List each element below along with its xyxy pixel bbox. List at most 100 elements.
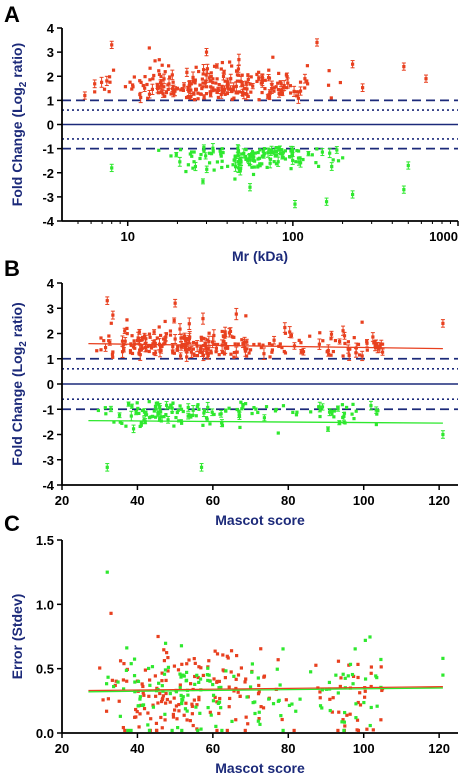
data-point-down bbox=[189, 150, 194, 154]
data-point-down bbox=[124, 668, 129, 672]
data-point-up bbox=[128, 349, 133, 353]
data-point-down bbox=[441, 673, 445, 677]
data-point-up bbox=[232, 96, 236, 100]
data-point-up bbox=[346, 347, 350, 351]
data-point-down bbox=[248, 158, 252, 162]
data-point-down bbox=[363, 677, 368, 681]
data-point-up bbox=[280, 717, 284, 722]
data-point-down bbox=[257, 710, 261, 714]
data-point-down bbox=[244, 157, 248, 161]
data-point-down bbox=[238, 158, 243, 162]
data-point-down bbox=[295, 410, 299, 414]
data-point-up bbox=[215, 64, 219, 68]
data-point-down bbox=[198, 711, 202, 715]
data-point-down bbox=[195, 673, 199, 677]
data-point-up bbox=[277, 91, 281, 95]
data-point-up bbox=[223, 79, 227, 83]
data-point-up bbox=[142, 707, 147, 711]
data-point-down bbox=[153, 404, 158, 408]
data-point-up bbox=[341, 718, 345, 722]
data-point-up bbox=[157, 58, 161, 62]
data-point-up bbox=[205, 67, 210, 71]
data-point-down bbox=[301, 157, 305, 162]
y-tick-label: 1.0 bbox=[36, 597, 54, 612]
data-point-down bbox=[159, 410, 163, 414]
data-point-up bbox=[214, 346, 218, 350]
data-point-down bbox=[256, 676, 260, 680]
data-point-up bbox=[157, 325, 161, 329]
data-point-up bbox=[111, 350, 115, 354]
data-point-up bbox=[147, 46, 151, 50]
data-point-down bbox=[362, 700, 366, 705]
data-point-up bbox=[209, 79, 213, 83]
data-point-up bbox=[193, 674, 197, 679]
data-point-up bbox=[248, 348, 253, 352]
panel-c: C 0.0 0.5 1.0 1.5 20 40 60 80 100 120 Mascot score E… bbox=[4, 511, 458, 776]
data-point-down bbox=[196, 403, 200, 407]
data-point-down bbox=[291, 158, 295, 163]
data-point-down bbox=[262, 153, 266, 157]
data-point-up bbox=[178, 327, 182, 331]
data-point-up bbox=[166, 87, 170, 92]
data-point-up bbox=[203, 341, 207, 346]
data-point-up bbox=[150, 87, 154, 91]
data-point-down bbox=[320, 150, 324, 154]
data-point-up bbox=[228, 696, 232, 701]
data-point-down bbox=[224, 669, 228, 673]
data-point-up bbox=[151, 342, 155, 346]
data-point-down bbox=[120, 421, 124, 425]
y-axis-label: Fold Change (Log2 ratio) bbox=[9, 302, 29, 465]
data-point-down bbox=[207, 151, 212, 155]
data-point-up bbox=[185, 662, 189, 666]
data-point-up bbox=[257, 76, 261, 80]
data-point-up bbox=[331, 696, 335, 700]
data-point-up bbox=[107, 90, 111, 94]
data-point-up bbox=[365, 339, 369, 344]
data-point-down bbox=[202, 145, 206, 150]
data-point-up bbox=[162, 659, 167, 663]
data-point-down bbox=[350, 192, 355, 197]
data-point-down bbox=[189, 415, 193, 419]
data-point-down bbox=[352, 416, 356, 421]
data-point-down bbox=[279, 714, 283, 718]
data-point-up bbox=[158, 349, 162, 353]
data-point-up bbox=[318, 696, 322, 700]
data-point-down bbox=[205, 673, 210, 677]
data-point-up bbox=[288, 330, 292, 334]
data-point-up bbox=[292, 728, 296, 733]
data-point-up bbox=[280, 87, 284, 92]
data-point-up bbox=[246, 73, 250, 77]
data-point-down bbox=[185, 670, 189, 674]
data-point-up bbox=[262, 674, 267, 678]
data-point-up bbox=[237, 58, 241, 62]
data-point-up bbox=[141, 83, 145, 88]
data-point-down bbox=[296, 149, 301, 153]
data-point-up bbox=[298, 89, 303, 93]
data-point-down bbox=[341, 672, 345, 676]
data-point-up bbox=[222, 339, 226, 344]
data-point-up bbox=[360, 354, 364, 358]
data-point-down bbox=[163, 712, 167, 716]
data-point-down bbox=[291, 410, 295, 415]
x-axis-label: Mascot score bbox=[215, 760, 305, 776]
data-point-up bbox=[236, 342, 240, 346]
data-point-down bbox=[290, 150, 295, 154]
data-point-down bbox=[293, 202, 297, 206]
data-point-down bbox=[184, 169, 188, 174]
data-point-up bbox=[257, 98, 261, 102]
trend-line-down bbox=[88, 687, 443, 693]
data-point-up bbox=[257, 683, 261, 688]
data-point-up bbox=[110, 43, 114, 47]
data-point-down bbox=[258, 722, 262, 726]
data-point-up bbox=[172, 708, 177, 712]
data-point-down bbox=[283, 157, 288, 161]
data-point-up bbox=[195, 344, 199, 348]
data-point-up bbox=[200, 77, 204, 81]
data-point-up bbox=[219, 67, 223, 71]
data-point-down bbox=[316, 164, 321, 168]
data-point-down bbox=[341, 156, 345, 160]
data-point-up bbox=[164, 90, 169, 95]
data-point-up bbox=[204, 85, 209, 89]
y-tick-label: -2 bbox=[42, 166, 54, 181]
data-point-up bbox=[297, 338, 301, 342]
